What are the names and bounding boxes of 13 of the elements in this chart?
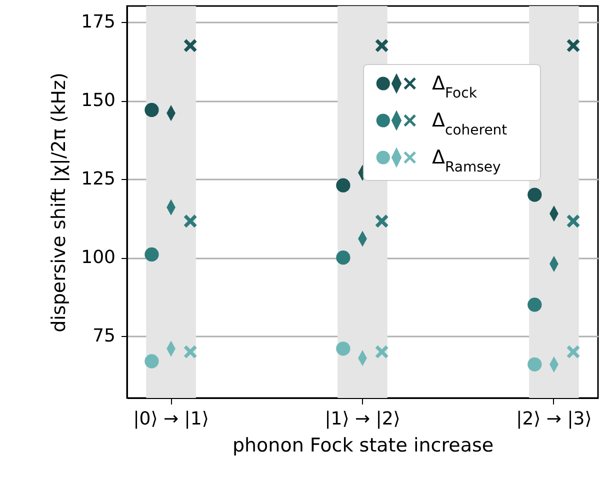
x-tick-label: |0⟩ → |1⟩ bbox=[133, 408, 209, 430]
legend-label: Δ$_{coherent}$ bbox=[432, 110, 508, 138]
y-axis-title: dispersive shift |χ|/2π (kHz) bbox=[48, 72, 70, 332]
y-tick-label: 75 bbox=[92, 326, 116, 347]
legend-label: Δ$_{Fock}$ bbox=[432, 72, 478, 102]
y-tick-label: 150 bbox=[81, 90, 116, 112]
y-tick-label: 125 bbox=[81, 168, 116, 190]
legend-label: Δ$_{Ramsey}$ bbox=[432, 146, 501, 176]
x-axis-title: phonon Fock state increase bbox=[232, 434, 494, 456]
y-tick-label: 100 bbox=[81, 247, 116, 268]
y-tick-label: 175 bbox=[81, 12, 116, 33]
x-tick-label: |2⟩ → |3⟩ bbox=[516, 408, 592, 430]
x-tick-label: |1⟩ → |2⟩ bbox=[324, 408, 400, 430]
